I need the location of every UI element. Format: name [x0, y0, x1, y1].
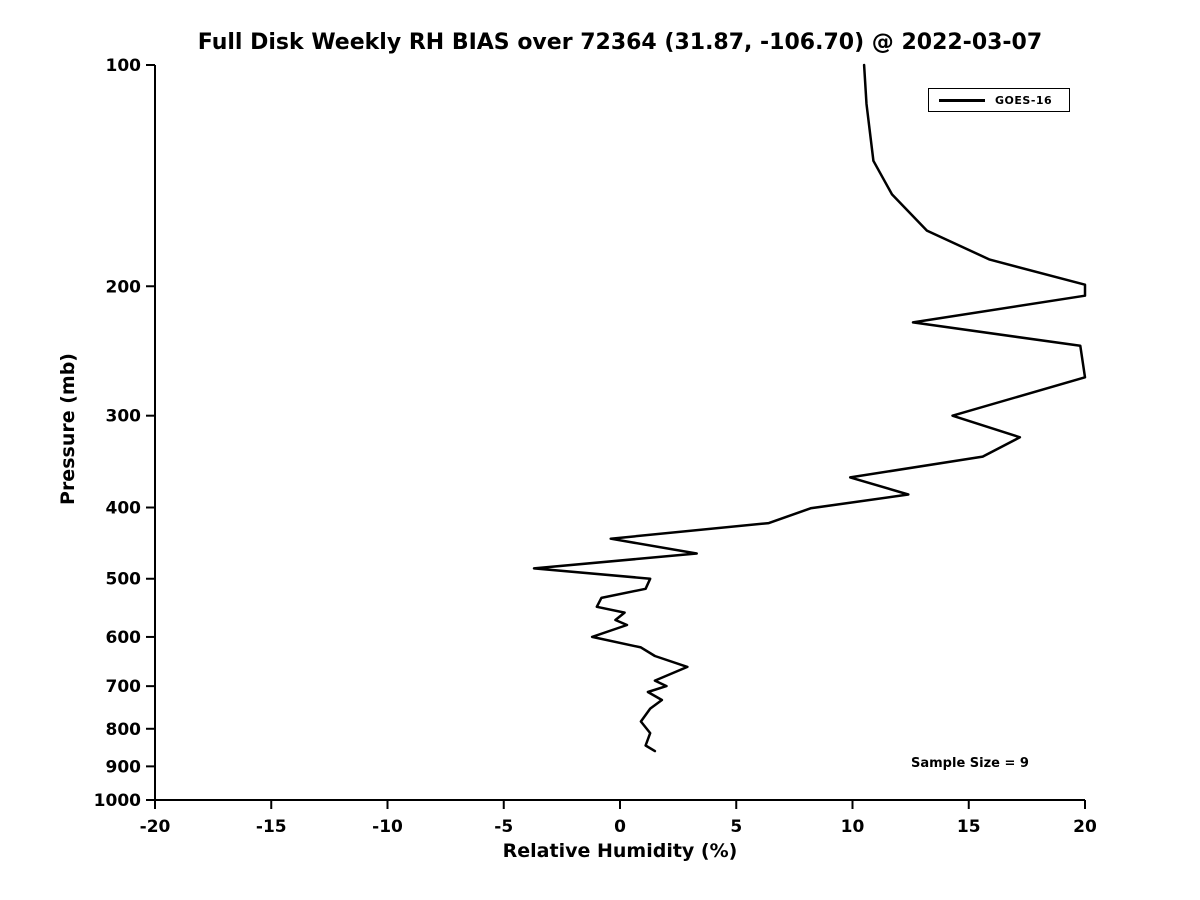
x-tick-label: -10 [372, 817, 403, 837]
y-tick-label: 100 [106, 56, 142, 76]
legend: GOES-16 [928, 88, 1070, 112]
x-tick-label: 20 [1073, 817, 1097, 837]
y-tick-label: 700 [106, 677, 142, 697]
y-tick-label: 500 [106, 570, 142, 590]
legend-line-swatch [939, 98, 985, 102]
sample-size-annotation: Sample Size = 9 [911, 756, 1029, 771]
y-tick-label: 300 [106, 407, 142, 427]
y-tick-label: 1000 [94, 791, 141, 811]
x-axis-label: Relative Humidity (%) [502, 840, 738, 862]
x-tick-label: 15 [957, 817, 981, 837]
y-tick-label: 900 [106, 757, 142, 777]
x-tick-label: -5 [494, 817, 513, 837]
x-tick-label: 10 [841, 817, 865, 837]
y-tick-label: 800 [106, 720, 142, 740]
y-tick-label: 400 [106, 499, 142, 519]
x-tick-label: -15 [256, 817, 287, 837]
y-tick-label: 600 [106, 628, 142, 648]
y-tick-label: 200 [106, 277, 142, 297]
legend-label: GOES-16 [995, 93, 1053, 107]
x-tick-label: 5 [730, 817, 742, 837]
chart-title: Full Disk Weekly RH BIAS over 72364 (31.… [197, 30, 1043, 55]
series-line-goes-16 [532, 63, 1087, 753]
x-tick-label: -20 [140, 817, 171, 837]
x-tick-label: 0 [614, 817, 626, 837]
